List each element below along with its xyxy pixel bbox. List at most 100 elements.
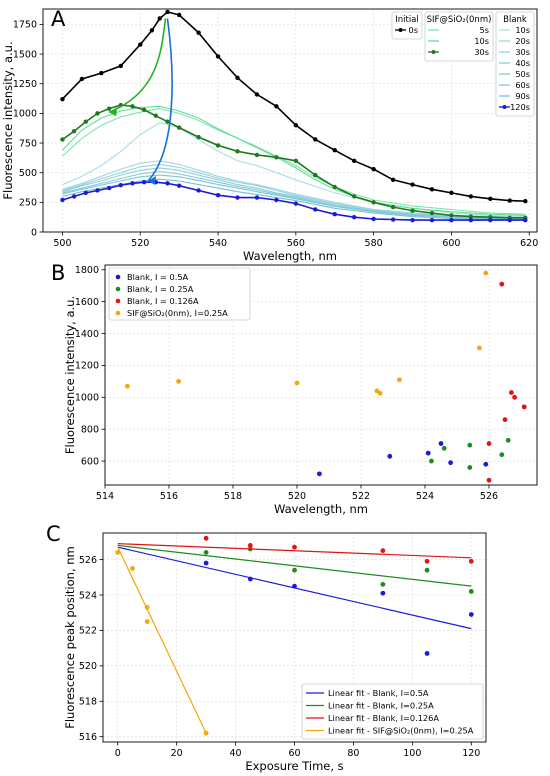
panel-a-data-point — [118, 182, 123, 188]
panel-c-x-tick-label: 0 — [115, 748, 121, 759]
panel-c-data-point — [292, 583, 297, 589]
panel-b-data-point — [429, 458, 434, 464]
panel-b-data-point — [377, 390, 383, 396]
panel-b-legend-marker — [115, 310, 121, 316]
panel-a-legend-label: 5s — [480, 25, 489, 35]
panel-a-series-line — [62, 167, 526, 219]
panel-c-data-point — [203, 535, 209, 541]
panel-a-data-point — [141, 179, 147, 185]
panel-a-data-point — [507, 217, 512, 223]
panel-c-data-point — [468, 558, 474, 564]
panel-a-data-point — [176, 12, 182, 18]
panel-a-data-point — [157, 16, 162, 21]
panel-a-data-point — [332, 147, 337, 153]
panel-b-data-point — [502, 417, 508, 423]
panel-b-legend-label: SIF@SiO₂(0nm), I=0.25A — [127, 308, 228, 318]
panel-a-x-tick-label: 600 — [442, 238, 460, 249]
panel-b-data-point — [512, 394, 517, 400]
panel-c-y-tick-label: 516 — [79, 732, 97, 743]
panel-a-data-point — [488, 196, 493, 201]
panel-c-legend-label: Linear fit - Blank, I=0.126A — [328, 713, 439, 723]
panel-a-legend-box — [424, 11, 494, 62]
panel-c-data-point — [380, 590, 386, 596]
panel-b-y-tick-label: 600 — [81, 456, 99, 467]
panel-a-data-point — [165, 9, 170, 15]
panel-a-data-point — [371, 216, 376, 222]
panel-a-data-point — [83, 119, 88, 124]
panel-a-x-tick-label: 560 — [287, 238, 305, 249]
panel-b-legend-label: Blank, I = 0.25A — [127, 284, 194, 294]
panel-a-data-point — [215, 193, 221, 198]
panel-a-data-point — [106, 185, 112, 191]
panel-b-data-point — [425, 450, 431, 456]
panel-c-data-point — [424, 558, 430, 564]
panel-a-legend-label: 30s — [515, 47, 530, 57]
panel-a-legend-box — [391, 11, 423, 40]
panel-c-data-point — [115, 550, 121, 555]
panel-a-y-tick-label: 1000 — [13, 109, 37, 120]
panel-a-data-point — [293, 158, 299, 164]
panel-c-fit-line — [117, 544, 472, 587]
panel-a-y-tick-label: 500 — [19, 168, 37, 179]
panel-a-data-point — [313, 207, 318, 212]
panel-b-y-tick-label: 1600 — [75, 297, 99, 308]
panel-a-data-point — [215, 143, 221, 148]
panel-a-data-point — [390, 177, 396, 183]
panel-b-x-tick-label: 520 — [288, 491, 306, 502]
panel-b-data-point — [467, 465, 473, 470]
panel-a-data-point — [371, 200, 376, 205]
panel-a-data-point — [95, 188, 100, 193]
panel-b-data-point — [125, 383, 130, 389]
panel-b-y-tick-label: 1800 — [75, 265, 99, 276]
panel-a-data-point — [83, 190, 88, 196]
panel-a-legend-title: SIF@SiO₂(0nm) — [427, 15, 492, 25]
panel-a-legend-title: Blank — [503, 15, 527, 25]
panel-a-data-point — [215, 54, 221, 59]
panel-a-data-point — [153, 113, 159, 118]
panel-b-data-point — [176, 378, 182, 384]
panel-a-x-tick-label: 500 — [53, 238, 71, 249]
panel-a-data-point — [293, 201, 299, 206]
panel-c-x-tick-label: 20 — [171, 748, 183, 759]
panel-c-peak-position-chart: 0 20 40 60 80 100 120 516 518 520 522 524 526 Exposur… — [63, 532, 487, 773]
panel-a-data-point — [196, 188, 201, 193]
panel-a-data-point — [60, 197, 65, 203]
panel-a-arrow — [147, 18, 173, 182]
panel-a-legend-label: 10s — [515, 25, 530, 35]
panel-c-plot-frame — [102, 532, 487, 743]
panel-a-x-tick-label: 520 — [131, 238, 149, 249]
panel-a-series-line — [62, 181, 526, 221]
panel-a-data-point — [60, 137, 65, 142]
panel-a-data-point — [332, 212, 337, 217]
panel-a-series-line — [62, 105, 526, 216]
panel-a-data-point — [293, 123, 299, 128]
panel-c-data-point — [424, 651, 430, 656]
panel-a-data-point — [507, 198, 512, 203]
panel-c-letter: C — [46, 522, 61, 546]
panel-b-x-tick-label: 522 — [352, 491, 370, 502]
panel-a-data-point — [99, 70, 104, 76]
panel-c-legend-label: Linear fit - SIF@SiO₂(0nm), I=0.25A — [328, 726, 474, 736]
panel-a-data-point — [165, 119, 170, 124]
panel-a-data-point — [79, 76, 85, 82]
panel-a-data-point — [138, 42, 143, 47]
panel-c-x-tick-label: 40 — [230, 748, 242, 759]
panel-a-letter: A — [51, 7, 66, 31]
panel-c-data-point — [144, 604, 150, 610]
panel-b-data-point — [477, 345, 482, 351]
panel-b-y-tick-label: 1400 — [75, 329, 99, 340]
panel-a-data-point — [130, 181, 135, 186]
panel-a-data-point — [332, 184, 337, 190]
panel-a-data-point — [196, 134, 201, 140]
panel-b-data-point — [397, 377, 402, 383]
panel-c-x-tick-label: 100 — [403, 748, 421, 759]
panel-b-data-point — [509, 390, 514, 395]
panel-a-legend-label: 120s — [510, 102, 530, 112]
panel-a-series-line — [62, 174, 526, 220]
panel-a-data-point — [313, 172, 318, 178]
panel-b-x-tick-label: 526 — [480, 491, 498, 502]
panel-a-data-point — [351, 158, 357, 164]
panel-a-data-point — [71, 194, 77, 199]
panel-b-data-point — [294, 380, 300, 386]
panel-a-data-point — [235, 149, 240, 154]
